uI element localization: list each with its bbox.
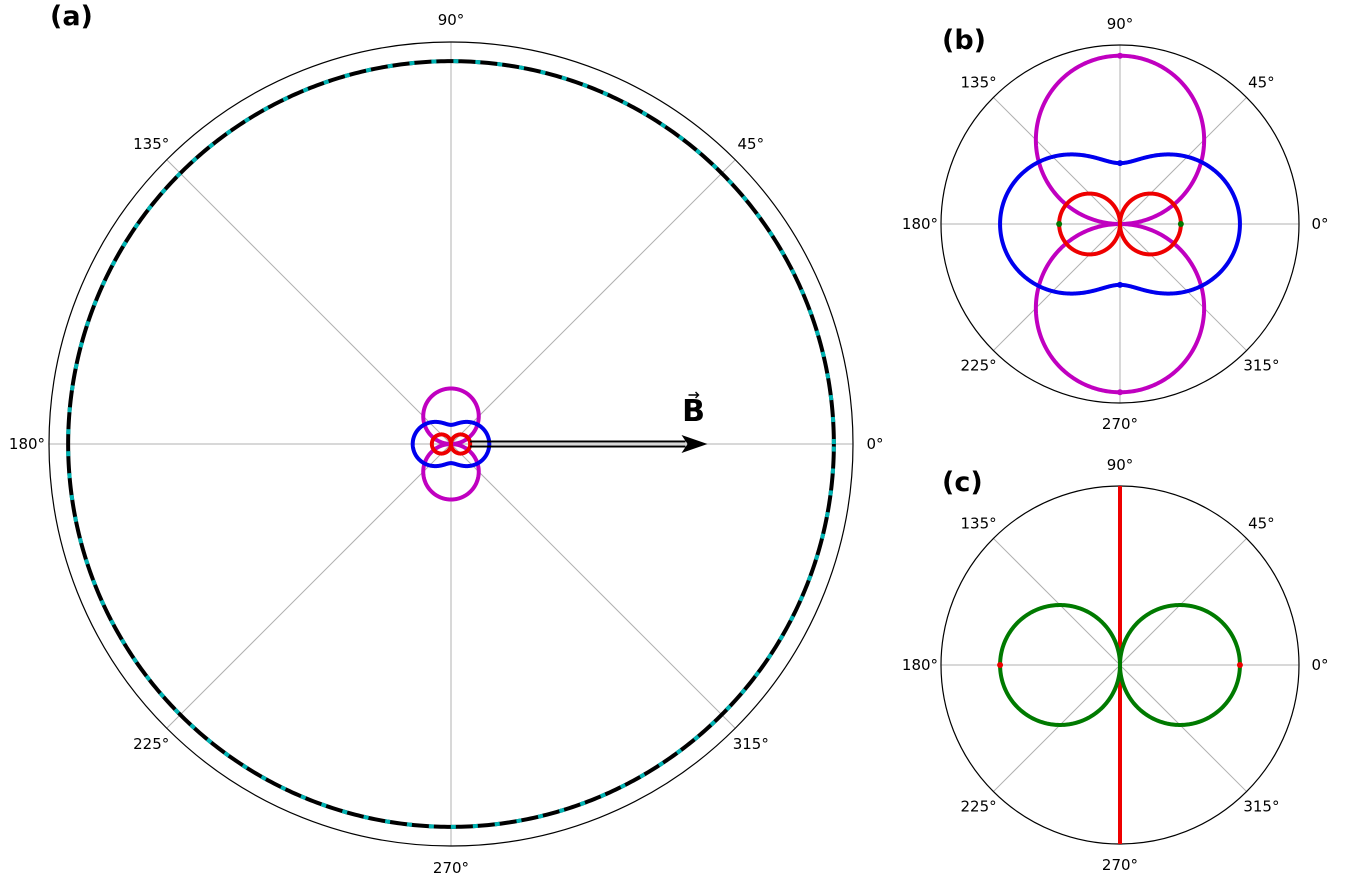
panel-c-tick-label-135: 135° [961, 515, 997, 533]
panel-b-marker-green-0 [1177, 221, 1184, 227]
panel-a-gridline-225 [166, 443, 452, 729]
panel-b-marker-blue-90 [1117, 160, 1123, 167]
polar-plot-a: 0° 45° 90° 135° 180° 225° 270° 315° B [9, 11, 884, 877]
panel-c-gridline-45 [1119, 538, 1247, 666]
panel-a-frame [48, 41, 854, 847]
panel-b-gridline-135 [993, 97, 1121, 225]
panel-c-tick-label-225: 225° [961, 797, 997, 815]
panel-a-tick-label-180: 180° [9, 435, 45, 453]
panel-a-series-red [429, 432, 473, 456]
panel-c-tick-label-315: 315° [1243, 797, 1279, 815]
polar-plot-b: 0° 45° 90° 135° 180° 225° 270° 315° [902, 15, 1329, 433]
panel-b-tick-label-45: 45° [1248, 74, 1275, 92]
panel-a-tick-label-0: 0° [866, 435, 883, 453]
panel-a-gridline-135 [166, 159, 452, 445]
panel-a-gridline-45 [450, 159, 736, 445]
panel-b-marker-magenta-270 [1117, 389, 1123, 396]
panel-b-gridline-225 [993, 223, 1121, 351]
panel-a-label: (a) [50, 1, 93, 32]
panel-a-tick-label-315: 315° [733, 735, 769, 753]
panel-c-marker-red-0 [1236, 662, 1243, 668]
panel-a-series-blue [410, 419, 492, 469]
panel-b-tick-label-225: 225° [961, 356, 997, 374]
panel-b-marker-magenta-90 [1117, 52, 1123, 59]
panel-b-label: (b) [942, 25, 986, 56]
field-label: B [682, 394, 705, 429]
panel-a-tick-label-45: 45° [738, 135, 765, 153]
panel-a-tick-label-270: 270° [433, 859, 469, 877]
panel-b-tick-label-315: 315° [1243, 356, 1279, 374]
vector-arrow-icon [688, 391, 700, 399]
panel-b-gridline-315 [1119, 223, 1247, 351]
panel-c-gridline-315 [1119, 664, 1247, 792]
panel-b-marker-blue-270 [1117, 281, 1123, 288]
panel-a-series-cyan-dashed [66, 59, 836, 829]
panel-c-tick-label-0: 0° [1311, 656, 1328, 674]
panel-b-series-blue [998, 152, 1242, 296]
panel-b-tick-label-135: 135° [961, 74, 997, 92]
field-arrow-head-icon [681, 435, 708, 453]
panel-b-gridline-45 [1119, 97, 1247, 225]
panel-b-tick-label-0: 0° [1311, 215, 1328, 233]
panel-c-tick-label-45: 45° [1248, 515, 1275, 533]
panel-c-tick-label-180: 180° [902, 656, 938, 674]
panel-a-tick-label-225: 225° [133, 735, 169, 753]
polar-plot-c: 0° 45° 90° 135° 180° 225° 270° 315° [902, 456, 1329, 874]
panel-b-frame [940, 44, 1300, 404]
panel-c-marker-red-180 [997, 662, 1004, 668]
panel-b-tick-label-180: 180° [902, 215, 938, 233]
panel-b-tick-label-90: 90° [1107, 15, 1134, 33]
panel-a-tick-label-135: 135° [133, 135, 169, 153]
panel-c-gridline-135 [993, 538, 1121, 666]
panel-b-tick-label-270: 270° [1102, 415, 1138, 433]
panel-b-marker-green-180 [1056, 221, 1063, 227]
panel-c-tick-label-90: 90° [1107, 456, 1134, 474]
panel-a-gridline-315 [450, 443, 736, 729]
panel-c-gridline-225 [993, 664, 1121, 792]
panel-a-tick-label-90: 90° [438, 11, 465, 29]
panel-c-label: (c) [942, 467, 983, 498]
panel-c-tick-label-270: 270° [1102, 856, 1138, 874]
